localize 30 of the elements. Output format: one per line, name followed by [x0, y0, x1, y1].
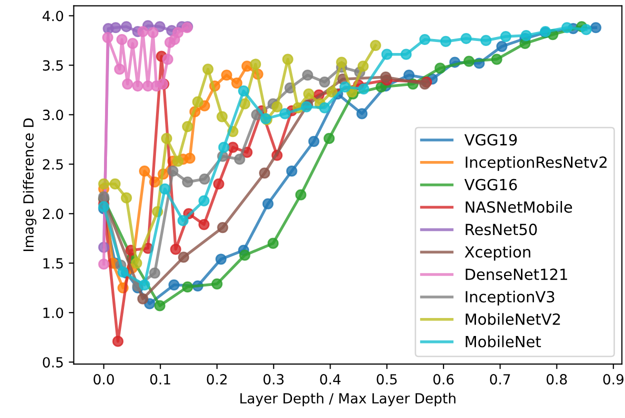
legend-label: Xception: [464, 246, 530, 261]
x-tick-label: 0.6: [433, 374, 454, 385]
legend-label: InceptionV3: [466, 290, 554, 306]
y-tick-label: 3.5: [43, 60, 63, 71]
x-tick-label: 0.0: [94, 374, 114, 385]
y-tick-label: 1.0: [43, 308, 64, 318]
x-tick-label: 0.7: [490, 374, 510, 385]
legend-label: VGG16: [464, 178, 517, 190]
legend-label: InceptionResNetv2: [466, 156, 607, 171]
x-tick-label: 0.9: [603, 374, 624, 385]
legend-label: MobileNetV2: [466, 313, 560, 325]
y-tick-label: 3.0: [43, 110, 64, 120]
x-tick-label: 0.3: [264, 374, 284, 385]
y-tick-label: 0.5: [42, 357, 63, 368]
y-tick-label: 4.0: [42, 10, 64, 22]
x-tick-label: 0.2: [206, 374, 227, 385]
x-tick-label: 0.1: [150, 374, 170, 385]
legend-label: MobileNet: [466, 336, 541, 348]
x-tick-label: 0.8: [546, 374, 567, 385]
y-tick-label: 1.5: [43, 258, 63, 269]
legend-label: NASNetMobile: [466, 200, 572, 213]
legend-label: DenseNet121: [466, 268, 568, 280]
y-axis-title: Image Difference D: [22, 118, 36, 252]
x-tick-label: 0.5: [376, 374, 397, 385]
legend-label: VGG19: [464, 134, 517, 146]
y-tick-label: 2.0: [42, 208, 64, 220]
x-axis-title: Layer Depth / Max Layer Depth: [240, 392, 456, 406]
x-tick-label: 0.4: [320, 374, 341, 385]
y-tick-label: 2.5: [42, 159, 63, 170]
legend-label: ResNet50: [466, 224, 537, 236]
